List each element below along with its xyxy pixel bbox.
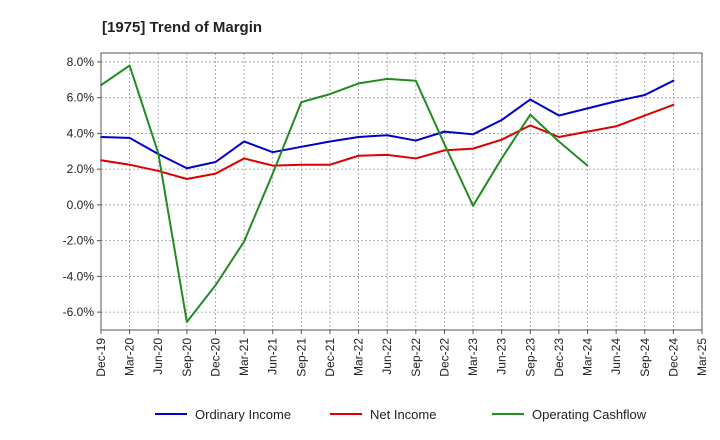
x-tick-label: Dec-23 — [552, 338, 566, 377]
x-axis-ticks: Dec-19 Mar-20 Jun-20 Sep-20 Dec-20 Mar-21 Jun-… — [94, 330, 709, 377]
operating-cashflow-line — [100, 64, 589, 323]
y-axis-ticks: 8.0% 6.0% 4.0% 2.0% 0.0% -2.0% -4.0% -6.0% — [63, 55, 101, 319]
y-tick-label: 6.0% — [67, 91, 95, 105]
legend-label-operating-cashflow: Operating Cashflow — [532, 407, 647, 422]
y-tick-label: -4.0% — [63, 269, 95, 283]
y-tick-label: -2.0% — [63, 234, 95, 248]
x-tick-label: Sep-24 — [638, 338, 652, 377]
net-income-line — [100, 103, 675, 180]
x-tick-label: Sep-22 — [409, 338, 423, 377]
x-tick-label: Sep-23 — [523, 338, 537, 377]
y-tick-label: 8.0% — [67, 55, 95, 69]
x-tick-label: Jun-23 — [495, 338, 509, 375]
x-tick-label: Jun-24 — [609, 338, 623, 375]
y-tick-label: 0.0% — [67, 198, 95, 212]
y-tick-label: 2.0% — [67, 162, 95, 176]
x-tick-label: Dec-24 — [666, 338, 680, 377]
x-tick-label: Mar-23 — [466, 338, 480, 376]
x-tick-label: Dec-22 — [437, 338, 451, 377]
x-tick-label: Jun-20 — [151, 338, 165, 375]
series-lines — [100, 64, 675, 323]
ordinary-income-line — [100, 79, 675, 170]
legend: Ordinary Income Net Income Operating Cashf… — [155, 407, 647, 422]
x-tick-label: Dec-20 — [208, 338, 222, 377]
x-tick-label: Mar-21 — [237, 338, 251, 376]
x-tick-label: Sep-21 — [294, 338, 308, 377]
x-tick-label: Jun-22 — [380, 338, 394, 375]
x-tick-label: Dec-21 — [323, 338, 337, 377]
chart-title: [1975] Trend of Margin — [102, 19, 262, 36]
x-tick-label: Jun-21 — [266, 338, 280, 375]
legend-label-net-income: Net Income — [370, 407, 436, 422]
grid-lines — [101, 53, 702, 330]
x-tick-label: Mar-24 — [581, 338, 595, 376]
y-tick-label: -6.0% — [63, 305, 95, 319]
plot-frame — [100, 52, 703, 331]
x-tick-label: Dec-19 — [94, 338, 108, 377]
x-tick-label: Mar-25 — [695, 338, 709, 376]
legend-label-ordinary-income: Ordinary Income — [195, 407, 291, 422]
x-tick-label: Mar-20 — [123, 338, 137, 376]
y-tick-label: 4.0% — [67, 126, 95, 140]
x-tick-label: Mar-22 — [352, 338, 366, 376]
x-tick-label: Sep-20 — [180, 338, 194, 377]
